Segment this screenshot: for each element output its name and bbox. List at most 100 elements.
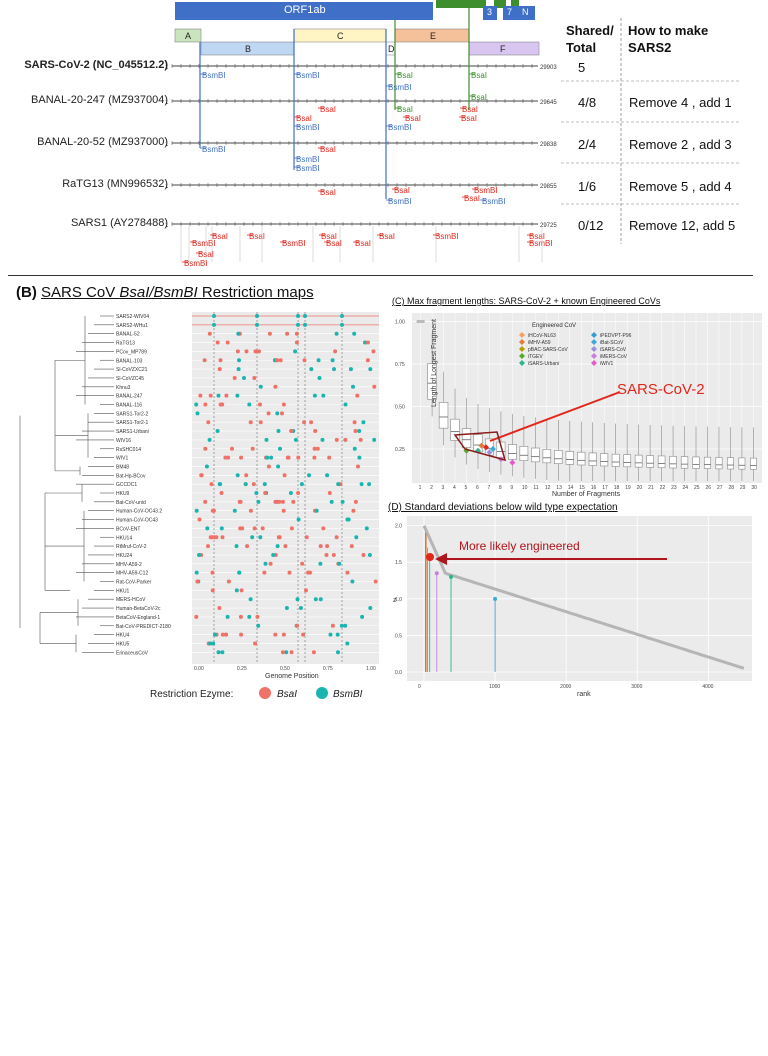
site-dot [300, 561, 305, 566]
taxon-label: HKU4 [116, 633, 130, 639]
c-xtick: 22 [660, 485, 666, 491]
gene-3-label: 3 [487, 7, 493, 17]
site-label: BsmBI [202, 71, 226, 80]
taxon-label: SARS1-Tor2-1 [116, 420, 148, 426]
taxon-label: RtMruf-CoV-2 [116, 544, 147, 550]
row-end: 29838 [540, 142, 557, 148]
site-dot [345, 570, 350, 575]
site-label: BsaI [320, 145, 336, 154]
taxon-label: BANAL-116 [116, 403, 142, 409]
site-dot [329, 499, 334, 504]
site-dot [226, 579, 231, 584]
c-box [565, 451, 574, 465]
taxon-label: RaTG13 [116, 341, 135, 347]
site-label: BsaI [379, 232, 395, 241]
site-dot [301, 632, 306, 637]
taxon-label: Human-CoV-OC43.2 [116, 509, 162, 515]
site-dot [207, 437, 212, 442]
c-legend-item: iBat-SCoV [600, 340, 624, 346]
c-xtick: 11 [533, 485, 538, 491]
site-label: BsaI [464, 194, 480, 203]
c-xtick: 29 [740, 485, 746, 491]
site-dot [345, 641, 350, 646]
site-dot [217, 367, 222, 372]
site-label: BsmBI [435, 232, 459, 241]
site-dot [325, 473, 330, 478]
spike-bar [436, 0, 486, 8]
site-dot [331, 552, 336, 557]
site-label: BsmBI [474, 186, 498, 195]
site-dot [351, 508, 356, 513]
site-dot [258, 384, 263, 389]
site-dot [217, 482, 222, 487]
site-dot [330, 623, 335, 628]
taxon-label: PCov_MP789 [116, 349, 147, 355]
site-dot [339, 623, 344, 628]
site-label: BsmBI [296, 155, 320, 164]
taxon-label: HKU24 [116, 553, 132, 559]
site-dot [258, 420, 263, 425]
site-dot [309, 367, 314, 372]
c-xtick: 3 [442, 485, 445, 491]
d-ylabel: z [393, 597, 397, 604]
c-box [588, 452, 597, 466]
site-label: BsmBI [192, 239, 216, 248]
divider-line [8, 275, 753, 276]
site-dot [281, 508, 286, 513]
site-dot [208, 393, 213, 398]
site-dot [361, 552, 366, 557]
site-dot [302, 358, 307, 363]
site-dot [212, 632, 217, 637]
how-value: Remove 2 , add 3 [629, 137, 732, 152]
site-dot [220, 632, 225, 637]
c-legend-item: iSARS-Urbani [528, 361, 559, 367]
site-dot [260, 526, 265, 531]
site-dot [263, 491, 268, 495]
site-dot [313, 597, 318, 602]
site-dot [318, 597, 323, 602]
taxon-label: ErinaceusCoV [116, 650, 149, 656]
site-dot [336, 650, 340, 655]
d-xtick: 1000 [489, 684, 500, 690]
site-label: BsmBI [388, 197, 412, 206]
site-dot [296, 322, 300, 327]
d-xtick: 4000 [702, 684, 713, 690]
site-dot [340, 499, 345, 504]
site-dot [265, 455, 270, 460]
site-dot [194, 614, 199, 619]
site-dot [254, 491, 259, 495]
row-end: 29725 [540, 223, 557, 229]
site-label: BsmBI [482, 197, 506, 206]
site-dot [253, 641, 257, 646]
c-ytick: 0.25 [395, 447, 405, 453]
site-dot [312, 455, 317, 460]
site-dot [294, 340, 299, 345]
c-legend-item: iHCoV-NL63 [528, 333, 556, 339]
site-dot [281, 402, 286, 407]
site-dot [296, 314, 300, 318]
site-dot [225, 614, 230, 619]
site-dot [295, 623, 300, 628]
c-engineered-point [486, 449, 493, 456]
restriction-map-a: A B C D E F 1 29903 1 29645 1 29838 1 29855 1 29725 Bsm… [165, 0, 740, 268]
site-dot [295, 597, 300, 602]
site-dot [250, 535, 255, 540]
taxon-label: Rat-CoV-Parker [116, 580, 152, 586]
c-box [703, 456, 712, 469]
site-dot [304, 535, 309, 540]
site-dot [356, 464, 360, 469]
c-box [461, 428, 472, 448]
site-dot [353, 499, 358, 504]
site-dot [318, 561, 323, 566]
site-dot [215, 340, 220, 345]
site-dot [252, 526, 257, 531]
taxon-label: Human-BetaCoV-2c [116, 606, 161, 612]
c-xtick: 25 [694, 485, 700, 491]
site-dot [313, 429, 318, 434]
site-label: BsaI [321, 232, 337, 241]
site-dot [303, 322, 307, 327]
c-legend-swatch [591, 332, 597, 338]
c-box [531, 447, 540, 463]
site-dot [267, 331, 272, 336]
taxon-label: BANAL-247 [116, 394, 143, 400]
